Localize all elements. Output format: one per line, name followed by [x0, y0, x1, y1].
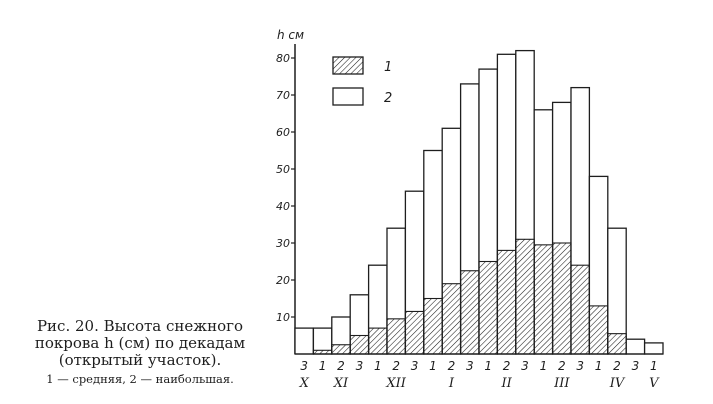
decade-label: 3 [466, 359, 474, 373]
bar-mean-3 [349, 334, 370, 355]
bar-mean-4 [368, 327, 388, 355]
month-label: XII [385, 376, 406, 391]
decade-label: 2 [558, 359, 566, 373]
month-label: IV [609, 376, 626, 391]
x-axis-labels: 3 1 2 3 1 2 3 1 2 3 1 2 3 1 2 3 1 2 3 1X XI XII I II III IV V [299, 359, 661, 391]
bar-mean-8 [441, 283, 462, 355]
y-tick-label: 80 [276, 52, 290, 65]
y-tick-label: 30 [276, 237, 290, 250]
decade-label: 2 [392, 359, 400, 373]
decade-label: 1 [319, 359, 327, 373]
decade-label: 1 [484, 359, 492, 373]
y-tick-label: 50 [276, 163, 290, 176]
decade-label: 1 [650, 359, 658, 373]
decade-label: 1 [595, 359, 603, 373]
y-tick-label: 60 [276, 126, 290, 139]
bar-max-0 [294, 327, 315, 355]
bar-mean-17 [607, 333, 627, 355]
y-tick-label: 40 [276, 200, 290, 213]
caption-line-3: (открытый участок). [58, 351, 222, 369]
decade-label: 3 [521, 359, 529, 373]
decade-label: 1 [374, 359, 382, 373]
bars [294, 49, 664, 355]
month-label: I [448, 376, 455, 391]
decade-label: 2 [448, 359, 456, 373]
month-label: II [500, 376, 512, 391]
bar-mean-15 [570, 264, 590, 355]
decade-label: 3 [411, 359, 419, 373]
bar-max-18 [625, 338, 646, 355]
bar-mean-12 [515, 238, 535, 355]
bar-mean-16 [588, 305, 609, 355]
caption-line-1: Рис. 20. Высота снежного [36, 317, 244, 335]
decade-label: 2 [337, 359, 345, 373]
decade-label: 2 [613, 359, 621, 373]
decade-label: 2 [503, 359, 511, 373]
decade-label: 3 [356, 359, 364, 373]
bar-max-19 [643, 342, 664, 355]
month-label: X [299, 376, 310, 391]
bar-mean-6 [404, 310, 425, 355]
caption-legend-line: 1 — средняя, 2 — наибольшая. [46, 372, 234, 386]
legend-label-1: 1 [384, 60, 392, 75]
bar-mean-9 [460, 270, 480, 355]
legend-label-2: 2 [384, 91, 392, 106]
caption-line-2: покрова h (см) по декадам [34, 334, 246, 352]
y-axis-unit-label: h см [277, 28, 304, 42]
y-axis-ticks: 10 20 30 40 50 60 70 80 [276, 52, 295, 324]
legend-swatch-hatched [332, 56, 364, 75]
y-tick-label: 20 [276, 274, 290, 287]
bar-mean-11 [496, 249, 517, 355]
legend-swatch-open [332, 87, 364, 106]
decade-label: 3 [632, 359, 640, 373]
bar-mean-14 [552, 242, 572, 355]
bar-mean-10 [478, 260, 498, 355]
decade-label: 1 [429, 359, 437, 373]
decade-label: 3 [300, 359, 308, 373]
month-label: XI [333, 376, 349, 391]
month-label: III [553, 376, 570, 391]
legend: 1 2 [332, 56, 392, 106]
bar-mean-2 [331, 344, 351, 355]
month-label: V [649, 376, 660, 391]
figure-caption: Рис. 20. Высота снежного покрова h (см) … [14, 318, 266, 388]
bar-mean-7 [423, 297, 443, 355]
bar-mean-5 [386, 318, 406, 355]
y-tick-label: 10 [276, 311, 290, 324]
decade-label: 3 [576, 359, 584, 373]
decade-label: 1 [540, 359, 548, 373]
y-tick-label: 70 [276, 89, 290, 102]
bar-mean-13 [533, 244, 554, 355]
